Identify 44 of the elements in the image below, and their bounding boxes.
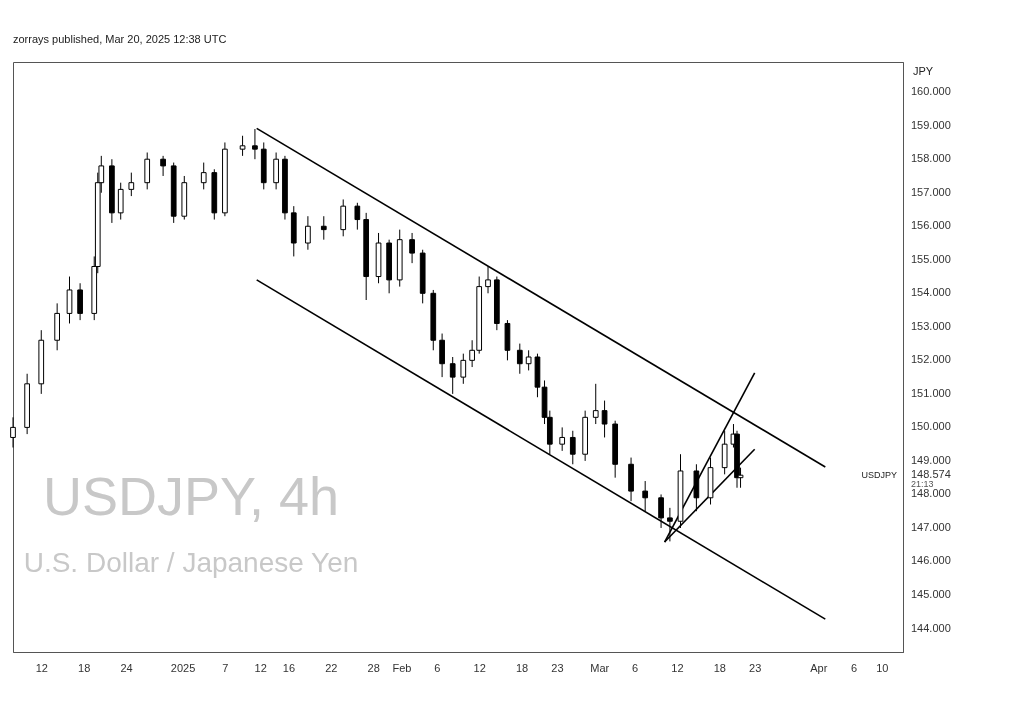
x-tick-label: 24 [120,661,133,674]
y-tick-label: 144.000 [911,621,951,634]
x-tick-label: 12 [473,661,486,674]
x-tick-label: 18 [713,661,726,674]
text: zorrays published, Mar 20, 2025 12:38 UTC [13,33,227,45]
x-tick-label: Feb [392,661,412,674]
x-tick-label: 2025 [170,661,196,674]
x-tick-label: 12 [671,661,684,674]
x-tick-label: 23 [551,661,564,674]
y-tick-label: 147.000 [911,520,951,533]
y-tick-label: 155.000 [911,252,951,265]
y-tick-label: 156.000 [911,219,951,232]
y-tick-label: 151.000 [911,386,951,399]
x-tick-label: 28 [367,661,380,674]
text: 21:13 [911,479,934,490]
y-tick-label: 152.000 [911,353,951,366]
y-tick-label: 148.574 [911,468,951,481]
x-tick-label: 6 [632,661,639,674]
y-tick-label: 150.000 [911,420,951,433]
x-tick-label: 12 [254,661,267,674]
y-tick-label: 154.000 [911,286,951,299]
x-tick-label: 12 [35,661,48,674]
y-tick-label: 149.000 [911,453,951,466]
y-tick-label: 157.000 [911,185,951,198]
annotation: USDJPY [861,470,897,481]
x-tick-label: 18 [515,661,529,674]
x-tick-label: 23 [749,661,762,674]
y-tick-label: 153.000 [911,319,951,332]
x-tick-label: 16 [282,661,296,674]
x-tick-label: 6 [434,661,441,674]
y-axis-title: JPY [913,65,934,77]
y-tick-label: 148.000 [911,487,951,500]
x-tick-label: 7 [222,661,229,674]
x-tick-label: Mar [590,661,610,674]
y-tick-label: 160.000 [911,85,951,98]
x-tick-label: 10 [876,661,889,674]
y-tick-label: 146.000 [911,554,951,567]
y-tick-label: 159.000 [911,118,951,131]
x-tick-label: Apr [810,661,828,674]
y-tick-label: 158.000 [911,152,951,165]
x-tick-label: 6 [850,661,858,674]
x-tick-label: 22 [325,661,338,674]
x-tick-label: 18 [78,661,91,674]
y-tick-label: 145.000 [911,588,951,601]
